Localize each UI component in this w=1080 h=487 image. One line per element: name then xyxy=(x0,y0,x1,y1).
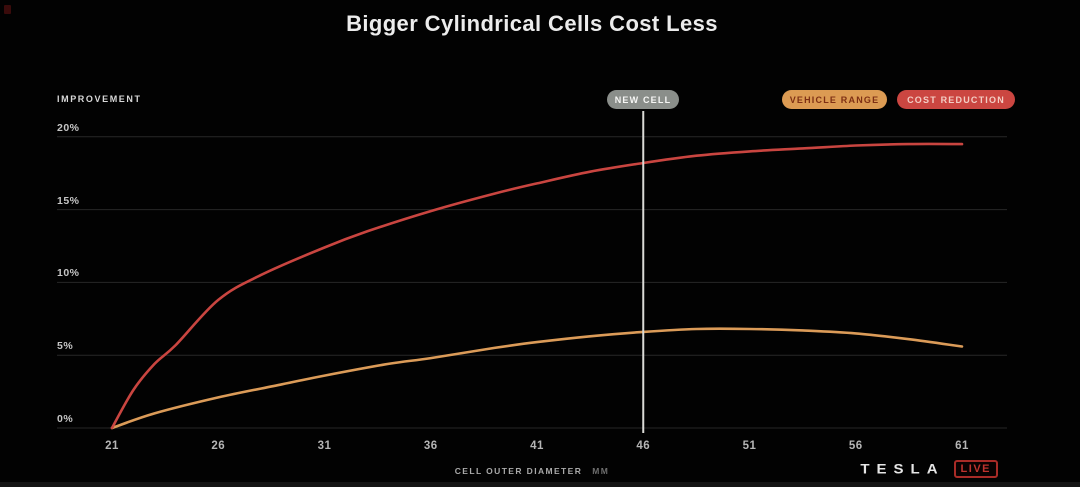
x-tick-label: 61 xyxy=(955,440,969,452)
y-tick-label: 0% xyxy=(57,413,74,425)
y-tick-label: 15% xyxy=(57,194,80,207)
tesla-wordmark: TESLA xyxy=(860,461,945,477)
y-tick-label: 20% xyxy=(57,121,80,134)
x-tick-label: 36 xyxy=(423,440,438,452)
series-line-vehicle-range xyxy=(110,327,964,430)
x-axis-label: CELL OUTER DIAMETER MM xyxy=(0,466,1064,476)
new-cell-annotation-label: NEW CELL xyxy=(614,94,672,105)
x-tick-label: 46 xyxy=(636,440,651,452)
x-axis-label-text: CELL OUTER DIAMETER xyxy=(454,466,583,476)
x-tick-label: 31 xyxy=(317,440,332,452)
recording-indicator-dot xyxy=(4,5,11,14)
x-tick-label: 51 xyxy=(742,440,757,452)
x-axis-unit: MM xyxy=(592,466,610,476)
legend-cost-reduction-label: COST REDUCTION xyxy=(907,94,1005,105)
x-tick-label: 56 xyxy=(848,440,863,452)
live-badge: LIVE xyxy=(953,460,998,478)
y-tick-label: 10% xyxy=(57,267,80,280)
legend-vehicle-range-badge: VEHICLE RANGE xyxy=(782,90,887,109)
legend-vehicle-range-label: VEHICLE RANGE xyxy=(789,94,880,105)
x-tick-label: 21 xyxy=(105,440,119,452)
y-tick-label: 5% xyxy=(57,340,74,353)
new-cell-annotation-badge: NEW CELL xyxy=(607,90,679,109)
x-tick-label: 41 xyxy=(530,440,544,452)
y-axis-label: IMPROVEMENT xyxy=(57,94,142,104)
video-bottom-edge xyxy=(0,482,1080,487)
chart-title: Bigger Cylindrical Cells Cost Less xyxy=(346,11,718,36)
tesla-live-branding: TESLA LIVE xyxy=(860,460,998,478)
x-tick-label: 26 xyxy=(211,440,226,452)
legend-cost-reduction-badge: COST REDUCTION xyxy=(897,90,1015,109)
series-line-cost-reduction xyxy=(110,142,964,430)
